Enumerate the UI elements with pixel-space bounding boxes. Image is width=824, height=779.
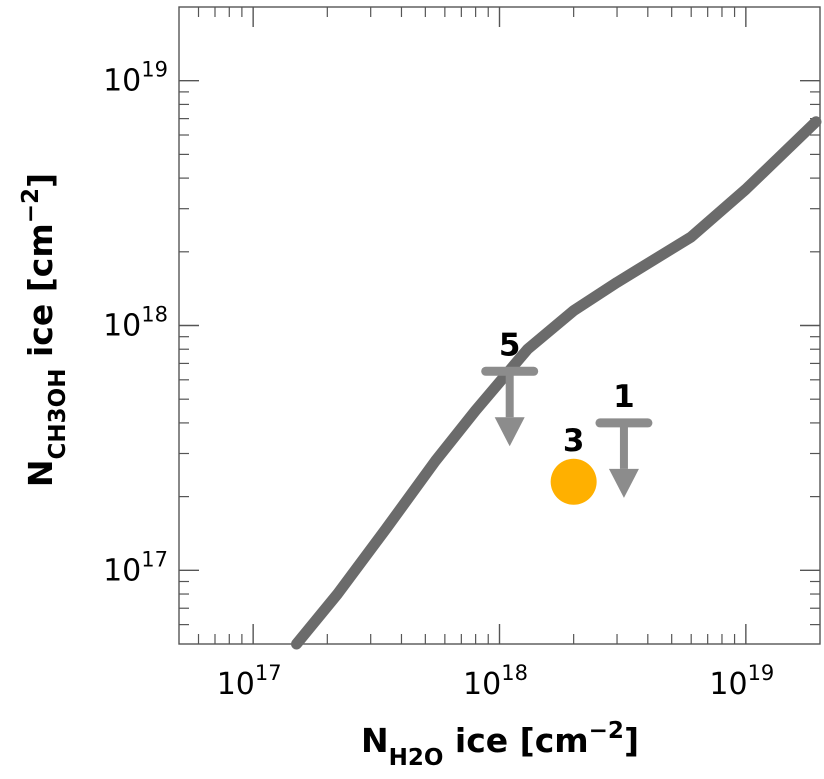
y-axis-title: NCH3OH ice [cm−2] (18, 173, 71, 487)
plot-frame (178, 6, 821, 645)
y-tick-label: 1018 (103, 303, 168, 344)
x-axis-ticks: 1017 1018 1019 (217, 7, 774, 702)
data-points: 5 13 (481, 327, 653, 505)
x-tick-label: 1019 (709, 661, 774, 702)
y-axis-ticks: 1017 1018 1019 (103, 58, 820, 588)
minor-ticks (179, 7, 820, 644)
y-tick-label: 1017 (103, 547, 168, 588)
point-label: 3 (563, 423, 585, 459)
upper-limit-1: 1 (595, 379, 653, 498)
point-label: 5 (499, 327, 521, 363)
detection-3: 3 (550, 423, 597, 505)
series-line (291, 116, 822, 650)
upper-limit-5: 5 (481, 327, 539, 447)
point-label: 1 (613, 379, 635, 415)
x-tick-label: 1017 (217, 661, 282, 702)
y-tick-label: 1019 (103, 58, 168, 99)
x-tick-label: 1018 (463, 661, 528, 702)
upper-limit-arrowhead (494, 417, 525, 447)
upper-limit-arrowhead (608, 468, 639, 498)
x-axis-title: NH2O ice [cm−2] (361, 718, 639, 771)
detection-marker (550, 458, 597, 505)
